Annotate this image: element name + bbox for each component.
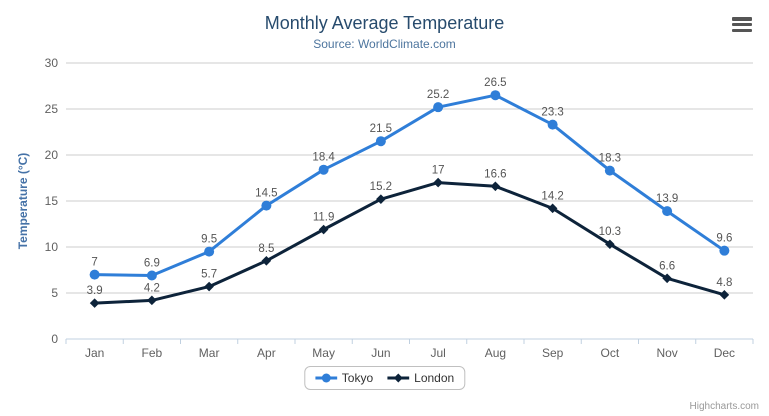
london-point[interactable] [147,295,157,306]
data-label: 6.9 [144,258,160,270]
hamburger-icon [732,28,752,32]
data-label: 6.6 [659,260,675,272]
x-axis-label: Mar [199,346,220,360]
hamburger-icon [732,17,752,21]
tokyo-point[interactable] [433,102,444,113]
tokyo-point[interactable] [604,165,615,176]
tokyo-point[interactable] [719,245,730,256]
y-axis-label: 0 [51,332,58,346]
y-axis-label: 20 [45,148,59,162]
tokyo-point[interactable] [375,136,386,147]
tokyo-point[interactable] [662,206,673,217]
credits-link[interactable]: Highcharts.com [689,401,759,412]
data-label: 23.3 [541,107,563,119]
legend-marker [393,373,403,383]
y-axis-label: 30 [45,56,59,70]
chart-subtitle: Source: WorldClimate.com [313,37,456,51]
data-label: 9.6 [716,233,732,245]
data-label: 14.2 [541,190,563,202]
legend-item-london[interactable]: London [387,371,454,385]
data-label: 8.5 [258,243,274,255]
y-axis-label: 10 [45,240,59,254]
data-label: 13.9 [656,193,678,205]
data-label: 9.5 [201,234,217,246]
hamburger-icon [732,22,752,27]
data-label: 26.5 [484,77,506,89]
legend-label: London [414,371,455,385]
data-label: 15.2 [370,181,392,193]
x-axis-label: Apr [257,346,276,360]
y-axis-label: 15 [45,194,59,208]
legend-label: Tokyo [341,371,374,385]
x-axis-label: Aug [485,346,506,360]
data-label: 10.3 [599,226,621,238]
data-label: 18.3 [599,153,621,165]
data-label: 3.9 [87,285,103,297]
london-point[interactable] [605,239,615,250]
data-label: 5.7 [201,269,217,281]
legend: Tokyo London [303,366,466,390]
y-axis-label: 25 [45,102,59,116]
london-series-line [93,181,726,305]
x-axis-label: Sep [542,346,564,360]
y-axis-title: Temperature (°C) [16,152,30,250]
x-axis-label: Jun [371,346,390,360]
london-point[interactable] [433,177,443,188]
tokyo-point[interactable] [261,200,272,211]
y-axis-label: 5 [51,286,58,300]
data-label: 7 [91,257,97,269]
london-point[interactable] [662,273,672,284]
data-label: 18.4 [312,152,335,164]
circle-marker-icon [314,373,337,383]
data-label: 4.2 [144,282,160,294]
tokyo-point[interactable] [547,119,558,130]
x-axis-label: Feb [142,346,163,360]
legend-marker [321,373,331,383]
x-axis-label: May [312,346,335,360]
london-point[interactable] [376,194,386,204]
x-axis-label: Nov [656,346,677,360]
london-point[interactable] [318,224,329,235]
x-axis-label: Dec [714,346,735,360]
london-point[interactable] [204,281,214,292]
tokyo-point[interactable] [146,270,157,281]
tokyo-point[interactable] [318,164,329,175]
tokyo-point[interactable] [204,246,215,257]
london-point[interactable] [89,298,100,308]
london-point[interactable] [261,256,272,266]
data-label: 16.6 [484,168,506,180]
data-label: 11.9 [313,212,335,224]
london-point[interactable] [547,203,558,214]
london-point[interactable] [490,181,501,192]
data-label: 21.5 [370,123,392,135]
tokyo-series-line [93,93,726,277]
tokyo-point[interactable] [490,90,501,101]
x-axis-label: Jul [430,346,445,360]
context-menu-button[interactable] [729,14,755,35]
x-axis-label: Oct [601,346,620,360]
data-label: 17 [432,165,445,177]
x-axis-label: Jan [85,346,104,360]
diamond-marker-icon [387,373,410,383]
tokyo-point[interactable] [89,269,100,280]
legend-item-tokyo[interactable]: Tokyo [314,371,374,385]
data-label: 4.8 [716,277,732,289]
london-point[interactable] [719,290,730,300]
data-label: 25.2 [427,89,449,101]
data-label: 14.5 [255,188,277,200]
chart-title: Monthly Average Temperature [264,13,505,33]
